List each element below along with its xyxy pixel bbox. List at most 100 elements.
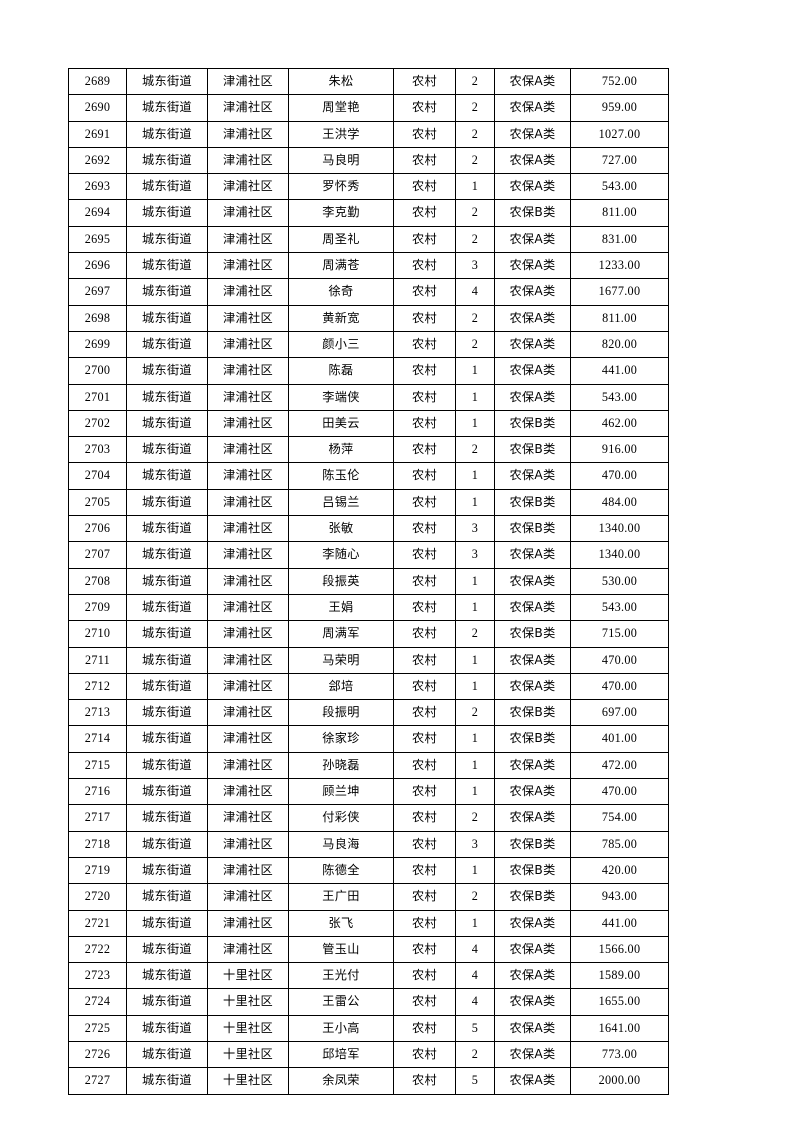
cell-count: 1: [455, 357, 495, 385]
table-row: 2709 城东街道 津浦社区 王娟 农村 1 农保A类 543.00: [68, 593, 669, 622]
cell-category: 农保A类: [494, 304, 571, 332]
cell-community: 津浦社区: [207, 699, 289, 727]
cell-name: 段振英: [288, 567, 394, 595]
cell-category: 农保B类: [494, 436, 571, 464]
cell-category: 农保B类: [494, 725, 571, 753]
cell-street: 城东街道: [126, 199, 208, 227]
cell-street: 城东街道: [126, 515, 208, 543]
cell-community: 津浦社区: [207, 672, 289, 701]
table-row: 2720 城东街道 津浦社区 王广田 农村 2 农保B类 943.00: [68, 883, 669, 911]
cell-amount: 752.00: [570, 67, 669, 96]
cell-id: 2708: [68, 567, 127, 595]
cell-hukou: 农村: [393, 962, 456, 990]
cell-community: 津浦社区: [207, 330, 289, 359]
cell-street: 城东街道: [126, 252, 208, 280]
cell-count: 2: [455, 883, 495, 911]
cell-category: 农保B类: [494, 699, 571, 727]
cell-amount: 1340.00: [570, 541, 669, 569]
cell-category: 农保B类: [494, 488, 571, 517]
cell-street: 城东街道: [126, 804, 208, 832]
cell-hukou: 农村: [393, 1040, 456, 1069]
cell-hukou: 农村: [393, 725, 456, 753]
cell-hukou: 农村: [393, 620, 456, 648]
cell-amount: 831.00: [570, 225, 669, 254]
cell-id: 2707: [68, 541, 127, 569]
cell-street: 城东街道: [126, 357, 208, 385]
cell-community: 津浦社区: [207, 462, 289, 490]
cell-name: 管玉山: [288, 935, 394, 964]
cell-hukou: 农村: [393, 462, 456, 490]
cell-community: 津浦社区: [207, 593, 289, 622]
cell-count: 1: [455, 409, 495, 438]
cell-hukou: 农村: [393, 567, 456, 595]
cell-amount: 470.00: [570, 646, 669, 674]
cell-hukou: 农村: [393, 330, 456, 359]
cell-count: 3: [455, 830, 495, 858]
cell-category: 农保A类: [494, 804, 571, 832]
cell-count: 1: [455, 856, 495, 885]
cell-street: 城东街道: [126, 593, 208, 622]
cell-street: 城东街道: [126, 146, 208, 175]
cell-amount: 820.00: [570, 330, 669, 359]
cell-community: 津浦社区: [207, 436, 289, 464]
cell-category: 农保A类: [494, 67, 571, 96]
cell-community: 津浦社区: [207, 567, 289, 595]
cell-name: 马荣明: [288, 646, 394, 674]
cell-amount: 441.00: [570, 909, 669, 937]
cell-community: 津浦社区: [207, 856, 289, 885]
cell-amount: 1566.00: [570, 935, 669, 964]
cell-amount: 470.00: [570, 778, 669, 806]
table-row: 2692 城东街道 津浦社区 马良明 农村 2 农保A类 727.00: [68, 146, 669, 175]
cell-hukou: 农村: [393, 1067, 456, 1095]
cell-category: 农保B类: [494, 883, 571, 911]
cell-hukou: 农村: [393, 146, 456, 175]
cell-community: 津浦社区: [207, 146, 289, 175]
table-row: 2727 城东街道 十里社区 余凤荣 农村 5 农保A类 2000.00: [68, 1067, 669, 1095]
cell-category: 农保A类: [494, 1040, 571, 1069]
cell-street: 城东街道: [126, 751, 208, 780]
cell-count: 4: [455, 988, 495, 1016]
cell-name: 王光付: [288, 962, 394, 990]
cell-hukou: 农村: [393, 593, 456, 622]
table-row: 2703 城东街道 津浦社区 杨萍 农村 2 农保B类 916.00: [68, 436, 669, 464]
cell-count: 1: [455, 672, 495, 701]
table-row: 2693 城东街道 津浦社区 罗怀秀 农村 1 农保A类 543.00: [68, 173, 669, 201]
cell-name: 张飞: [288, 909, 394, 937]
cell-id: 2706: [68, 515, 127, 543]
cell-count: 2: [455, 1040, 495, 1069]
cell-amount: 462.00: [570, 409, 669, 438]
cell-category: 农保A类: [494, 751, 571, 780]
cell-category: 农保A类: [494, 988, 571, 1016]
cell-hukou: 农村: [393, 304, 456, 332]
cell-name: 王小高: [288, 1014, 394, 1042]
cell-community: 津浦社区: [207, 804, 289, 832]
cell-amount: 1027.00: [570, 120, 669, 148]
cell-id: 2693: [68, 173, 127, 201]
cell-hukou: 农村: [393, 409, 456, 438]
cell-category: 农保A类: [494, 383, 571, 411]
cell-street: 城东街道: [126, 909, 208, 937]
cell-count: 2: [455, 120, 495, 148]
cell-street: 城东街道: [126, 567, 208, 595]
cell-category: 农保A类: [494, 120, 571, 148]
cell-name: 马良明: [288, 146, 394, 175]
cell-name: 李端侠: [288, 383, 394, 411]
cell-id: 2727: [68, 1067, 127, 1095]
table-row: 2696 城东街道 津浦社区 周满苍 农村 3 农保A类 1233.00: [68, 252, 669, 280]
cell-hukou: 农村: [393, 751, 456, 780]
cell-hukou: 农村: [393, 699, 456, 727]
cell-community: 津浦社区: [207, 120, 289, 148]
cell-hukou: 农村: [393, 804, 456, 832]
cell-count: 1: [455, 909, 495, 937]
cell-street: 城东街道: [126, 778, 208, 806]
cell-name: 陈玉伦: [288, 462, 394, 490]
cell-category: 农保A类: [494, 1067, 571, 1095]
cell-community: 十里社区: [207, 988, 289, 1016]
table-row: 2716 城东街道 津浦社区 顾兰坤 农村 1 农保A类 470.00: [68, 778, 669, 806]
cell-community: 津浦社区: [207, 357, 289, 385]
cell-name: 陈德全: [288, 856, 394, 885]
cell-id: 2704: [68, 462, 127, 490]
cell-hukou: 农村: [393, 199, 456, 227]
cell-category: 农保B类: [494, 409, 571, 438]
cell-category: 农保A类: [494, 962, 571, 990]
